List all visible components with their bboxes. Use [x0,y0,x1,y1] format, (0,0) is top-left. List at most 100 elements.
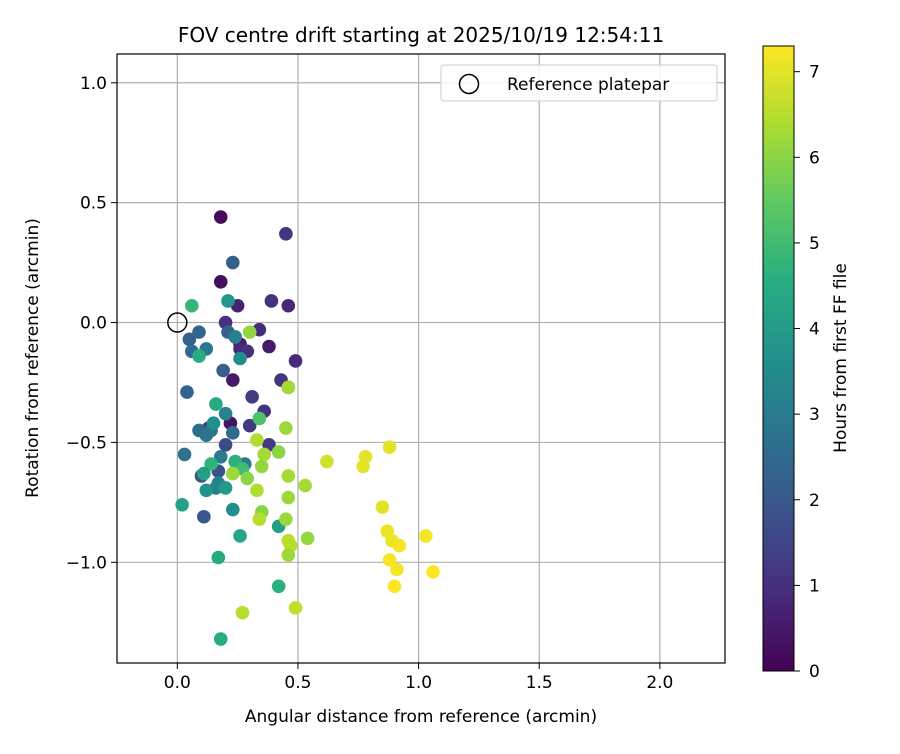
data-point [226,502,240,517]
data-point [288,354,303,368]
data-point [180,385,194,399]
colorbar-tick-label: 2 [809,491,820,511]
data-point [281,298,296,313]
data-point [192,349,206,363]
data-point [279,227,293,241]
colorbar-tick-label: 3 [809,405,820,425]
data-point [213,274,228,289]
data-point [182,332,197,347]
data-point [281,380,296,395]
x-tick-label: 1.5 [526,673,553,693]
data-point [242,325,257,339]
colorbar-tick-label: 4 [809,320,820,340]
data-point [281,548,296,562]
data-point [242,418,257,433]
data-point [279,512,293,526]
data-point [199,483,214,498]
data-point [184,298,199,313]
colorbar [762,45,795,672]
data-point [226,255,240,270]
data-point [390,562,404,577]
data-point [250,483,264,498]
y-tick-label: 0.5 [80,194,107,214]
data-point [213,450,228,464]
data-point [235,605,250,620]
data-point [204,457,218,471]
colorbar-tick-label: 7 [809,63,820,83]
data-point [375,500,390,514]
data-point [206,416,221,431]
data-point [426,565,440,579]
data-point [392,538,407,553]
x-axis-ticks: 0.0 0.5 1.0 1.5 2.0 [164,663,673,693]
data-point [211,550,226,565]
data-point [281,469,296,483]
data-point [279,421,293,435]
data-point [257,447,271,462]
data-point [226,373,240,387]
data-point [252,411,267,426]
data-point [271,579,286,594]
data-point [240,471,255,486]
data-points [175,210,440,646]
colorbar-label: Hours from first FF file [831,263,851,453]
data-point [262,339,276,354]
legend: Reference platepar [440,64,718,102]
data-point [197,509,211,524]
data-point [300,531,315,546]
data-point [252,512,267,526]
colorbar-tick-label: 6 [809,148,820,168]
y-tick-label: 1.0 [80,74,107,94]
y-tick-label: 0.0 [80,314,107,334]
colorbar-tick-label: 1 [809,576,820,596]
y-axis-ticks: 1.0 0.5 0.0 −0.5 −1.0 [66,74,117,573]
x-tick-label: 0.5 [284,673,311,693]
data-point [197,466,211,481]
data-point [358,450,373,464]
colorbar-ticks: 0 1 2 3 4 5 6 7 [794,63,820,682]
y-tick-label: −1.0 [66,553,107,573]
data-point [221,294,235,308]
plot-area [117,54,725,663]
data-point [288,601,303,615]
data-point [264,294,279,308]
x-tick-label: 2.0 [646,673,673,693]
data-point [199,428,214,443]
chart-title: FOV centre drift starting at 2025/10/19 … [178,23,664,47]
data-point [226,466,240,481]
data-point [382,553,397,567]
legend-box [440,64,718,102]
data-point [192,325,206,339]
legend-label: Reference platepar [507,75,669,95]
data-point [254,459,269,474]
data-point [271,445,286,459]
data-point [226,426,240,440]
data-point [218,406,233,421]
data-point [419,529,433,543]
data-point [213,210,228,224]
data-point [177,447,192,462]
x-axis-label: Angular distance from reference (arcmin) [245,707,597,727]
reference-point-marker [167,312,188,333]
data-point [209,397,223,411]
y-axis-label: Rotation from reference (arcmin) [23,218,43,498]
x-tick-label: 1.0 [405,673,432,693]
grid [117,54,725,663]
data-point [233,351,247,366]
data-point [250,433,264,447]
data-point [216,363,230,378]
data-point [320,454,334,469]
data-point [387,579,402,594]
colorbar-tick-label: 5 [809,234,820,254]
data-point [218,438,233,452]
data-point [382,440,397,455]
plot-frame [116,53,726,664]
data-point [298,478,312,493]
data-point [175,497,189,512]
x-tick-label: 0.0 [164,673,191,693]
data-point [213,632,228,646]
y-tick-label: −0.5 [66,433,107,453]
data-point [281,490,296,505]
colorbar-tick-label: 0 [809,662,820,682]
